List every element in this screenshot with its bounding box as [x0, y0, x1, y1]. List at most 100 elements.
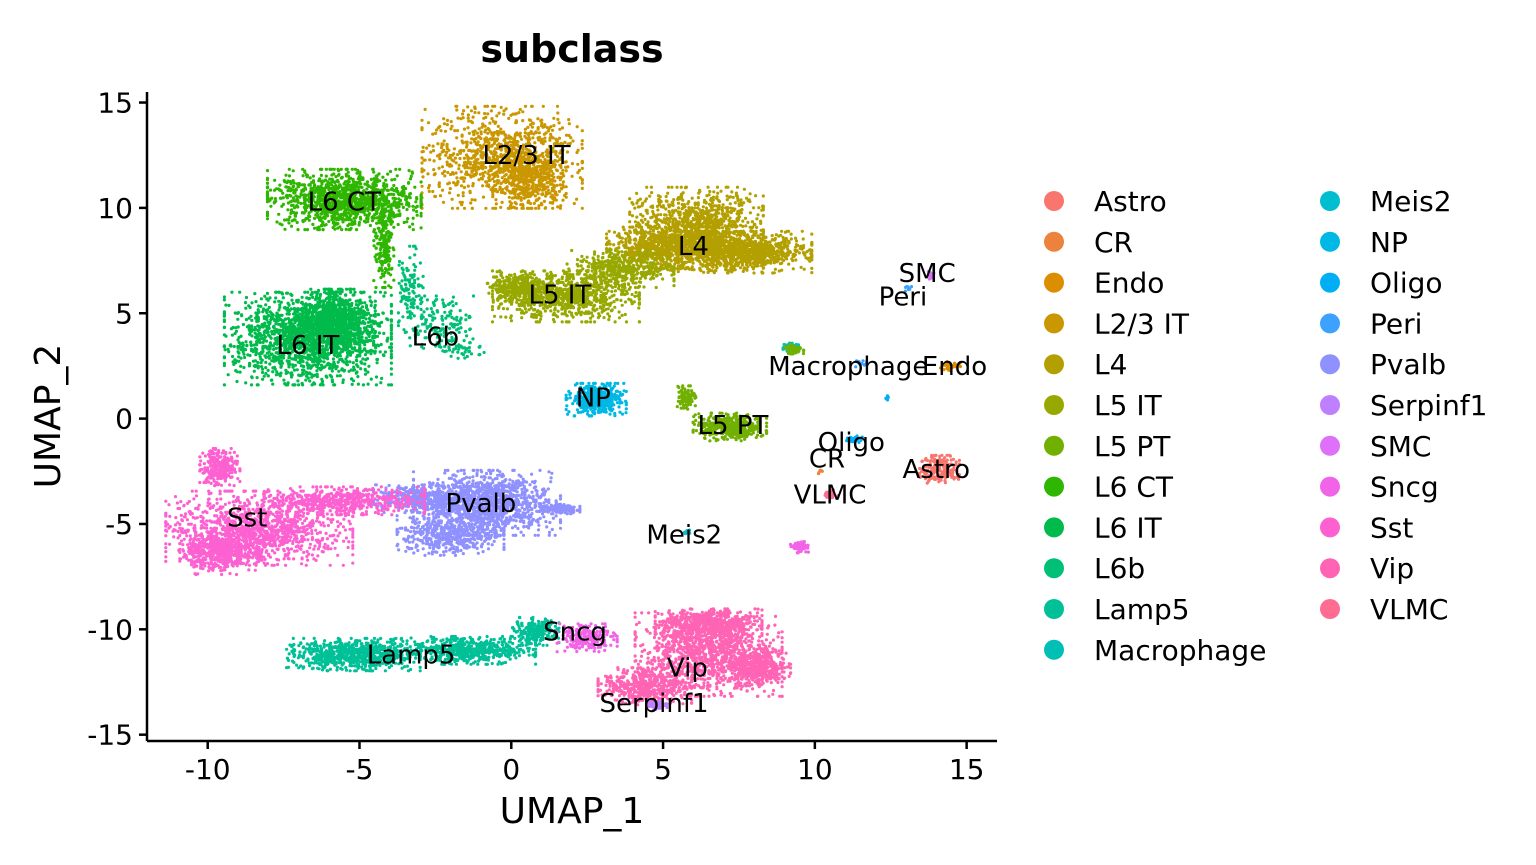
point — [452, 317, 456, 321]
point — [419, 307, 423, 312]
point — [465, 140, 469, 144]
point — [779, 233, 783, 237]
point — [567, 122, 571, 126]
point — [283, 218, 287, 222]
point — [408, 225, 412, 229]
point — [542, 175, 546, 179]
point — [524, 136, 529, 140]
point — [287, 167, 291, 171]
point — [402, 328, 406, 332]
point — [391, 202, 395, 206]
point — [332, 172, 336, 176]
point — [366, 219, 370, 224]
point — [460, 133, 464, 137]
point — [732, 231, 736, 236]
point — [426, 186, 431, 190]
point — [550, 174, 554, 178]
point — [472, 149, 476, 153]
point — [286, 208, 290, 212]
point — [474, 137, 478, 141]
point — [280, 223, 284, 227]
point — [431, 318, 435, 322]
point — [435, 309, 439, 313]
point — [456, 179, 460, 184]
point — [525, 173, 529, 177]
point — [311, 222, 315, 226]
point — [414, 294, 418, 299]
point — [551, 200, 555, 204]
point — [407, 295, 411, 299]
point — [580, 181, 584, 185]
point — [353, 222, 357, 226]
point — [369, 177, 373, 181]
point — [548, 144, 552, 148]
point — [355, 228, 359, 232]
point — [624, 237, 628, 241]
point — [460, 352, 464, 356]
point — [534, 150, 538, 154]
point — [537, 181, 542, 185]
point — [789, 232, 793, 236]
point — [471, 115, 475, 119]
point — [651, 205, 655, 210]
point — [743, 216, 748, 220]
point — [486, 112, 490, 116]
point — [558, 127, 562, 131]
point — [375, 177, 379, 181]
point — [558, 183, 562, 187]
point — [366, 183, 370, 187]
point — [494, 206, 498, 210]
point — [391, 211, 396, 215]
point — [492, 175, 497, 179]
point — [664, 194, 668, 199]
point — [278, 196, 283, 200]
point — [469, 141, 473, 145]
point — [448, 301, 452, 305]
point — [397, 259, 402, 264]
point — [550, 169, 554, 173]
point — [381, 191, 385, 195]
point — [390, 178, 394, 182]
point — [696, 227, 700, 231]
point — [544, 194, 548, 198]
point — [396, 311, 400, 315]
point — [483, 130, 487, 134]
point — [514, 119, 518, 123]
point — [405, 269, 409, 273]
point — [358, 181, 362, 186]
point — [436, 126, 441, 130]
point — [768, 260, 772, 264]
point — [442, 117, 446, 121]
point — [389, 231, 393, 235]
point — [302, 211, 306, 215]
point — [450, 197, 454, 201]
point — [530, 125, 535, 129]
point — [456, 356, 460, 360]
point — [487, 156, 491, 160]
point — [710, 201, 715, 205]
point — [770, 234, 774, 238]
point — [388, 169, 393, 174]
point — [299, 183, 303, 187]
point — [451, 295, 455, 299]
point — [402, 294, 406, 298]
point — [544, 190, 548, 194]
point — [333, 217, 338, 221]
point — [386, 256, 390, 260]
point — [628, 220, 632, 224]
point — [405, 207, 409, 212]
point — [357, 220, 361, 225]
point — [517, 111, 521, 115]
point — [398, 213, 402, 218]
point — [320, 167, 324, 171]
point — [408, 177, 413, 181]
point — [791, 267, 795, 271]
point — [558, 206, 563, 210]
point — [382, 260, 386, 264]
point — [405, 288, 409, 292]
point — [432, 303, 436, 307]
point — [448, 310, 452, 314]
point — [636, 221, 640, 225]
point — [459, 316, 463, 320]
point — [488, 130, 492, 134]
